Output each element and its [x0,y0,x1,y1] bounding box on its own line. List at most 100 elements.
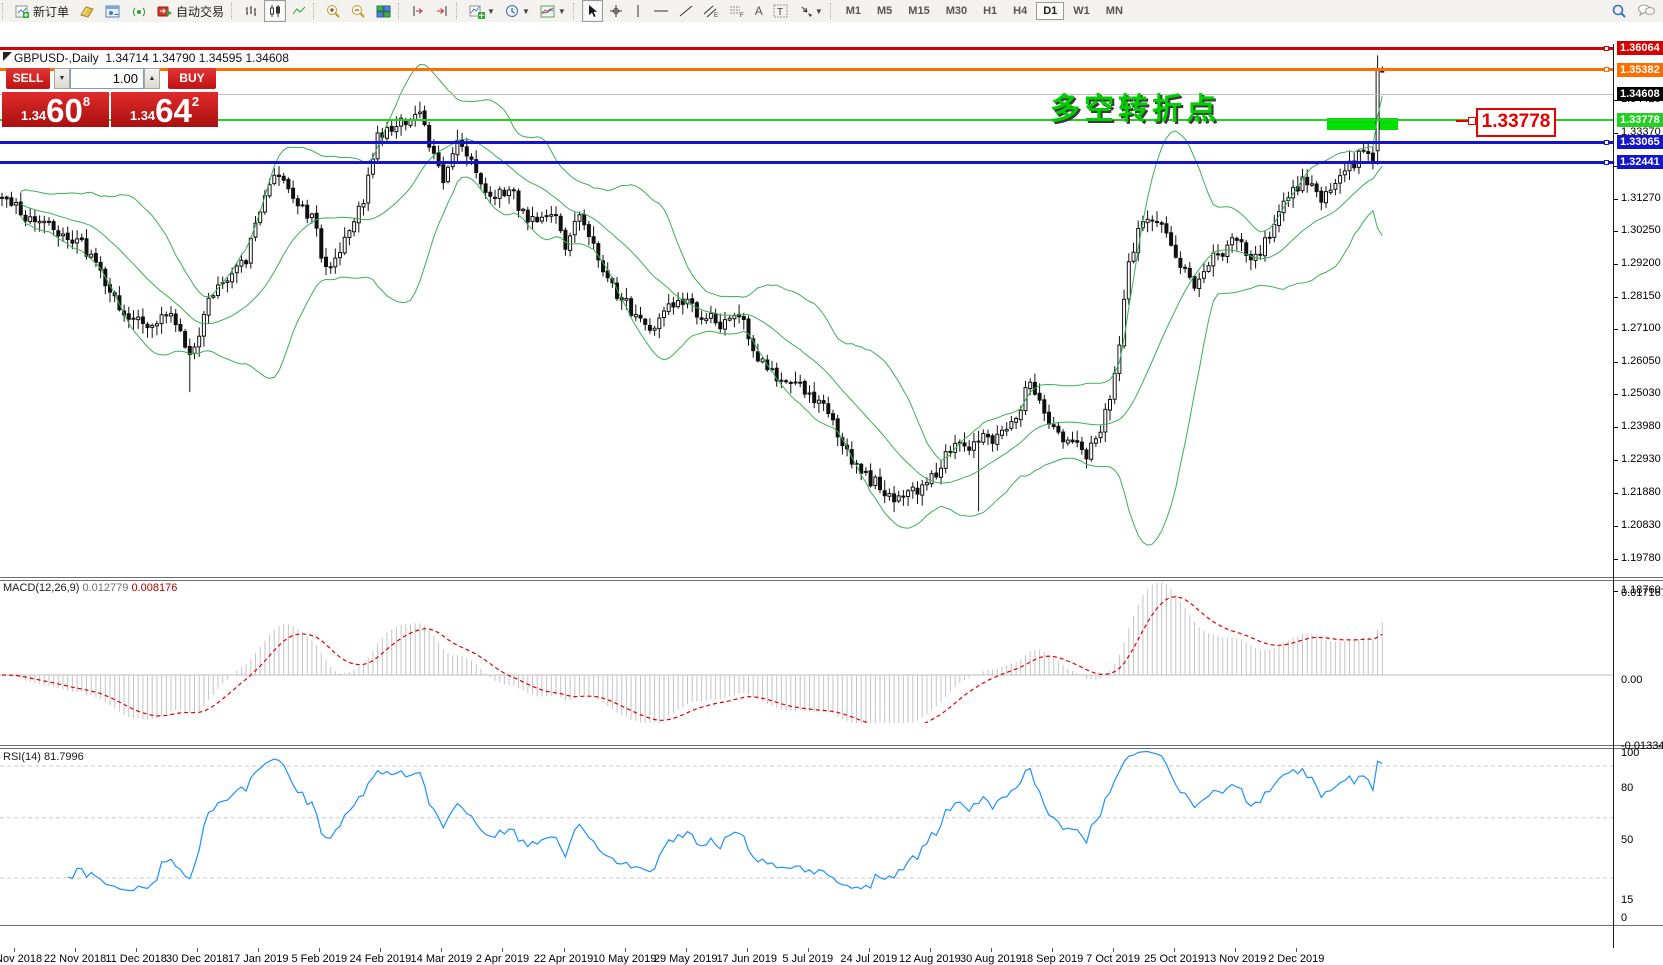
rsi-axis-label: 15 [1621,894,1634,906]
horizontal-line-1.33778[interactable] [0,119,1613,122]
zoom-in-icon [327,4,340,18]
toolbar-grip[interactable] [313,3,318,19]
search-button[interactable] [1607,0,1631,22]
line-handle[interactable] [1604,45,1609,51]
chart-window[interactable]: GBPUSD-,Daily 1.34714 1.34790 1.34595 1.… [0,22,1663,965]
price-axis-line [1613,44,1614,948]
rsi-axis-label: 0 [1621,912,1628,924]
date-label: 2 Apr 2019 [475,953,530,965]
volume-decrease-button[interactable]: ▼ [54,68,70,89]
date-label: 29 May 2019 [653,953,718,965]
panel-border [0,925,1663,926]
vline-tool-button[interactable] [629,0,647,22]
buy-price-sup: 2 [191,94,200,109]
toolbar-grip[interactable] [572,3,578,19]
cursor-tool-button[interactable] [581,0,603,22]
line-handle[interactable] [1604,139,1609,145]
text-icon: A [754,3,763,18]
horizontal-line-1.34608[interactable] [0,93,1613,95]
date-tick [1235,948,1237,952]
timeframe-h4[interactable]: H4 [1013,5,1028,17]
autotrading-button[interactable]: 自动交易 [153,0,228,22]
candlestick-button[interactable] [264,0,287,22]
candlestick-icon [270,5,281,17]
timeframe-d1[interactable]: D1 [1036,2,1065,20]
trendline-tool-button[interactable] [675,0,697,22]
date-label: 14 Mar 2019 [410,953,473,965]
line-handle[interactable] [1604,67,1609,73]
hline-tool-button[interactable] [649,0,673,22]
axis-tick [1613,100,1618,101]
axis-tick [1613,296,1618,298]
axis-tick-label: 1.20830 [1621,519,1661,532]
panel-splitter[interactable] [0,577,1663,581]
line-chart-button[interactable] [288,0,310,22]
date-label: 18 Sep 2019 [1020,953,1084,965]
periods-button[interactable]: ▼ [501,0,534,22]
new-order-button[interactable]: 新订单 [11,0,73,22]
date-tick [502,948,504,952]
chat-button[interactable] [1633,0,1659,22]
toolbar-grip[interactable] [231,3,236,19]
channel-tool-button[interactable]: E [699,0,723,22]
axis-tick [1613,165,1618,167]
axis-tick [1613,526,1618,528]
label-tool-button[interactable]: T [769,0,793,22]
auto-scroll-icon [437,6,447,16]
timeframe-h1[interactable]: H1 [983,5,998,17]
buy-button[interactable]: BUY [168,68,216,89]
timeframe-m15[interactable]: M15 [908,5,930,17]
buy-price-panel[interactable]: 1.34 64 2 [111,92,218,127]
horizontal-line-1.36064[interactable] [0,46,1613,50]
timeframe-m5[interactable]: M5 [877,5,893,17]
fibonacci-tool-button[interactable]: F [725,0,749,22]
signals-button[interactable] [127,0,151,22]
horizontal-line-1.35382[interactable] [0,68,1613,72]
date-tick [868,948,870,952]
clock-icon [505,4,518,17]
bar-chart-button[interactable] [240,0,262,22]
macd-main-value: 0.012779 [82,582,129,594]
arrows-tool-button[interactable]: ▼ [795,0,827,22]
timeframe-w1[interactable]: W1 [1073,5,1090,17]
volume-increase-button[interactable]: ▲ [144,68,160,89]
sell-price-big: 60 [46,92,83,129]
market-watch-button[interactable] [101,0,125,22]
timeframe-m30[interactable]: M30 [945,5,968,17]
rsi-svg [0,750,1613,892]
line-handle[interactable] [1604,159,1609,165]
axis-tick-label: 1.23980 [1621,420,1661,433]
date-label: 5 Nov 2018 [0,953,43,965]
text-tool-button[interactable]: A [751,0,767,22]
bar-chart-icon [246,6,257,16]
toolbar-grip[interactable] [2,3,7,19]
sell-button[interactable]: SELL [6,68,50,89]
volume-input[interactable]: 1.00 [70,68,144,89]
date-label: 2 Dec 2019 [1268,953,1325,965]
toolbar-grip[interactable] [398,3,403,19]
timeframe-mn[interactable]: MN [1105,5,1123,17]
price-badge: 1.35382 [1617,62,1663,77]
tile-windows-button[interactable] [372,0,395,22]
profiles-button[interactable] [75,0,99,22]
toolbar-grip[interactable] [456,3,461,19]
chart-shift-button[interactable] [407,0,429,22]
zoom-out-button[interactable] [347,0,370,22]
indicators-button[interactable]: ▼ [465,0,499,22]
auto-scroll-button[interactable] [431,0,453,22]
horizontal-line-1.33065[interactable] [0,140,1613,144]
panel-splitter[interactable] [0,745,1663,749]
zoom-in-button[interactable] [322,0,345,22]
timeframe-m1[interactable]: M1 [845,5,862,17]
chinese-annotation[interactable]: 多空转折点 [1050,93,1220,126]
price-text-label[interactable]: 1.33778 [1476,108,1556,137]
crosshair-tool-button[interactable] [605,0,627,22]
templates-button[interactable]: ▼ [536,0,570,22]
macd-axis-label: 0.00 [1621,674,1643,686]
toolbar-grip[interactable] [829,3,835,19]
horizontal-line-1.32441[interactable] [0,160,1613,164]
collapse-triangle-icon[interactable] [3,52,12,61]
sell-price-panel[interactable]: 1.34 60 8 [2,92,109,127]
date-label: 12 Aug 2019 [898,953,961,965]
date-tick [807,948,809,952]
